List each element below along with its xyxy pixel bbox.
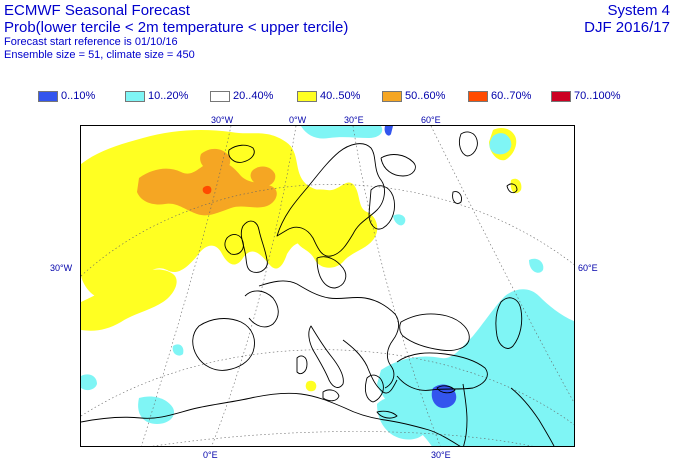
graticule <box>81 126 574 446</box>
legend-item: 50..60% <box>382 89 445 103</box>
north-sea-cyan-strip <box>301 126 383 139</box>
atlantic-red-dot <box>202 185 212 195</box>
sardinia-yellow-dot <box>305 380 317 392</box>
legend-swatch <box>468 90 488 102</box>
system-label: System 4 <box>607 2 670 19</box>
graticule-label-top: 30°W <box>211 115 234 125</box>
caspian-coast <box>495 297 523 349</box>
prob-0-10-areas <box>384 126 457 408</box>
baltic-coast <box>316 256 347 289</box>
legend-item: 40..50% <box>297 89 360 103</box>
kola-coast <box>380 154 416 177</box>
norway-yellow-strip <box>324 225 344 255</box>
chart-title: ECMWF Seasonal Forecast <box>4 2 190 19</box>
baltic-yellow-region <box>297 224 323 249</box>
levant-coast <box>462 383 468 446</box>
france-coast <box>244 290 279 328</box>
north-atlantic-yellow-region <box>81 130 354 300</box>
header-right: System 4 DJF 2016/17 <box>584 2 670 36</box>
legend-label: 20..40% <box>233 90 274 102</box>
meridian-30w <box>141 126 232 446</box>
legend-item: 70..100% <box>551 89 620 103</box>
legend-swatch <box>297 90 317 102</box>
meridian-60e <box>430 126 574 404</box>
graticule-label-top: 0°W <box>289 115 307 125</box>
meridian-0 <box>211 126 297 446</box>
legend-label: 40..50% <box>320 90 361 102</box>
arctic-cyan-patch-east <box>489 133 512 155</box>
middle-east-cyan-region <box>377 289 574 446</box>
urals-lake-coast <box>452 191 462 204</box>
iberia-cyan-patch <box>172 344 184 356</box>
graticule-label-top: 60°E <box>421 115 441 125</box>
legend-label: 50..60% <box>405 90 446 102</box>
arabia-gulf-coast <box>510 387 555 446</box>
legend-swatch <box>551 90 571 102</box>
graticule-label-top: 30°E <box>344 115 364 125</box>
forecast-start-text: Forecast start reference is 01/10/16 <box>4 36 178 48</box>
coastlines <box>81 131 555 446</box>
cyprus-coast <box>436 385 456 394</box>
graticule-label-bottom: 0°E <box>203 450 218 460</box>
legend-swatch <box>210 90 230 102</box>
north-africa-coast <box>81 392 461 446</box>
iceland-coast <box>228 144 255 163</box>
chart-subtitle: Prob(lower tercile < 2m temperature < up… <box>4 19 349 36</box>
norwegian-sea-orange-region <box>200 148 231 172</box>
turkey-coast <box>396 352 488 391</box>
finland-coast <box>368 185 395 230</box>
arctic-islands-coast <box>506 183 518 194</box>
atlantic-yellow-south <box>81 269 177 331</box>
east-med-cyan-band <box>377 396 428 440</box>
italy-coast <box>308 325 344 388</box>
graticule-label-bottom: 30°E <box>431 450 451 460</box>
balkans-coast <box>342 339 398 394</box>
legend-label: 60..70% <box>491 90 532 102</box>
legend-item: 60..70% <box>468 89 531 103</box>
legend-label: 70..100% <box>574 90 621 102</box>
legend-swatch <box>38 90 58 102</box>
great-britain-coast <box>240 220 268 273</box>
orange-patch-east <box>250 166 276 187</box>
legend-swatch <box>125 90 145 102</box>
sardinia-coast <box>296 355 308 375</box>
graticule-label-right: 60°E <box>578 263 598 273</box>
legend-item: 0..10% <box>38 89 95 103</box>
caspian-cyan-patch <box>529 258 544 273</box>
black-sea-coast <box>399 313 470 351</box>
parallel-high <box>81 184 574 277</box>
north-blue-patch <box>384 126 393 136</box>
greece-coast <box>364 374 384 403</box>
ukraine-cyan-patch <box>393 214 406 226</box>
novaya-zemlya-coast <box>458 131 478 157</box>
atlantic-cyan-south <box>138 396 175 424</box>
header-left: ECMWF Seasonal Forecast Prob(lower terci… <box>4 2 348 62</box>
legend-swatch <box>382 90 402 102</box>
crete-coast <box>376 410 398 419</box>
prob-60-70-areas <box>202 185 212 195</box>
prob-40-50-areas <box>81 128 522 392</box>
probability-map <box>80 125 575 447</box>
prob-10-20-areas <box>81 126 574 446</box>
sicily-coast <box>322 389 340 402</box>
legend-label: 0..10% <box>61 90 96 102</box>
scandinavia-coast <box>276 143 385 257</box>
cyprus-blue-region <box>431 384 457 408</box>
map-canvas <box>81 126 574 446</box>
legend-item: 20..40% <box>210 89 273 103</box>
legend-label: 10..20% <box>148 90 189 102</box>
parallel-mid <box>81 349 574 425</box>
atlantic-cyan-dots <box>81 374 97 391</box>
ensemble-size-text: Ensemble size = 51, climate size = 450 <box>4 49 195 61</box>
season-label: DJF 2016/17 <box>584 19 670 36</box>
meridian-30e <box>352 126 441 446</box>
graticule-label-left: 30°W <box>50 263 73 273</box>
iberia-coast <box>192 318 255 371</box>
europe-mainland-coast <box>258 280 400 389</box>
legend-item: 10..20% <box>125 89 188 103</box>
ireland-coast <box>224 234 244 255</box>
